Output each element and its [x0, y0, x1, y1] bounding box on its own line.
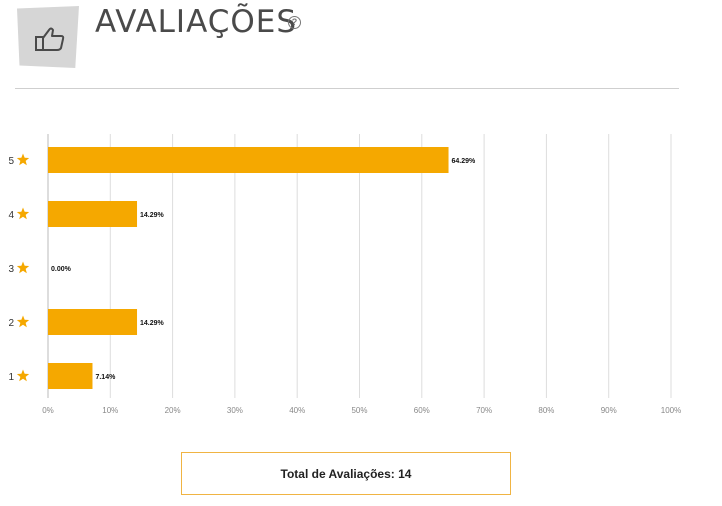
category-label: 1: [8, 372, 14, 383]
bar: [48, 147, 449, 173]
x-tick-label: 90%: [601, 406, 617, 415]
star-icon: [16, 207, 30, 220]
data-label: 14.29%: [140, 212, 165, 219]
x-tick-label: 40%: [289, 406, 305, 415]
category-label: 4: [8, 210, 14, 221]
data-label: 7.14%: [95, 374, 116, 381]
x-tick-label: 0%: [42, 406, 54, 415]
star-icon: [16, 315, 30, 328]
category-label: 5: [8, 156, 14, 167]
star-icon: [16, 261, 30, 274]
x-tick-label: 60%: [414, 406, 430, 415]
thumbs-up-icon: [35, 27, 65, 51]
help-icon[interactable]: ?: [288, 16, 301, 29]
header-icon-box: [17, 6, 79, 68]
data-label: 14.29%: [140, 320, 165, 327]
category-label: 2: [8, 318, 14, 329]
page-title: AVALIAÇÕES: [95, 4, 298, 40]
x-tick-label: 100%: [661, 406, 681, 415]
x-tick-label: 50%: [351, 406, 367, 415]
x-tick-label: 70%: [476, 406, 492, 415]
ratings-bar-chart: 0% 10% 20% 30% 40% 50% 60% 70% 80% 90% 100% 64.29% 5…: [8, 134, 681, 415]
bar: [48, 201, 138, 227]
divider: [15, 88, 679, 89]
data-label: 64.29%: [452, 158, 477, 165]
x-tick-label: 10%: [102, 406, 118, 415]
star-icon: [16, 153, 30, 166]
category-label: 3: [8, 264, 14, 275]
total-ratings-label: Total de Avaliações: 14: [280, 466, 412, 481]
data-label: 0.00%: [51, 266, 72, 273]
total-ratings-box: Total de Avaliações: 14: [181, 452, 511, 495]
x-tick-label: 20%: [165, 406, 181, 415]
star-icon: [16, 369, 30, 382]
bar: [48, 363, 93, 389]
x-tick-label: 30%: [227, 406, 243, 415]
x-tick-label: 80%: [538, 406, 554, 415]
bar: [48, 309, 138, 335]
